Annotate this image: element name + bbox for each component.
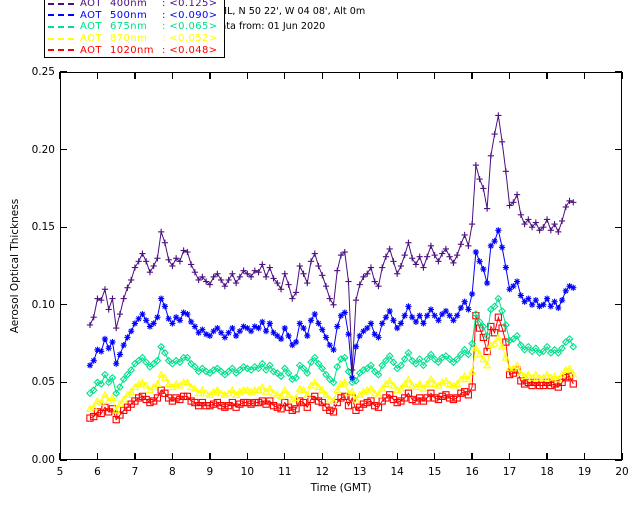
legend-item-870nm: AOT 870nm: <0.052> xyxy=(48,33,218,45)
x-axis-tick xyxy=(134,72,136,79)
series-aot-675nm xyxy=(86,294,578,398)
legend-label: AOT 870nm: <0.052> xyxy=(80,33,218,45)
site-location-line: PML, N 50 22', W 04 08', Alt 0m xyxy=(213,6,366,17)
legend-item-400nm: AOT 400nm: <0.125> xyxy=(48,0,218,10)
y-axis-tick xyxy=(615,381,622,384)
legend-item-500nm: AOT 500nm: <0.090> xyxy=(48,10,218,22)
y-axis-tick-label: 0.05 xyxy=(31,376,55,389)
x-axis-tick-label: 13 xyxy=(353,466,367,478)
x-axis-tick xyxy=(134,453,136,460)
legend-dash-icon xyxy=(48,2,74,5)
legend-dash-icon xyxy=(48,49,74,52)
x-axis-tick-label: 8 xyxy=(169,466,176,478)
legend-dash-icon xyxy=(48,14,74,17)
series-aot-1020nm xyxy=(86,312,577,424)
y-axis-tick xyxy=(60,304,67,306)
x-axis-tick xyxy=(621,453,623,460)
x-axis-tick xyxy=(508,453,511,460)
x-axis-tick xyxy=(583,453,586,460)
data-date-line: Data from: 01 Jun 2020 xyxy=(213,21,326,32)
x-axis-tick xyxy=(59,72,61,79)
x-axis-tick xyxy=(171,453,174,460)
y-axis-tick xyxy=(615,459,622,461)
y-axis-tick-label: 0.15 xyxy=(31,221,55,234)
y-axis-tick-label: 0.00 xyxy=(31,454,55,466)
x-axis-tick-label: 6 xyxy=(94,466,101,478)
legend-item-675nm: AOT 675nm: <0.065> xyxy=(48,21,218,33)
x-axis-tick-label: 10 xyxy=(240,466,255,478)
x-axis-tick xyxy=(471,72,473,79)
y-axis-tick-label: 0.10 xyxy=(31,298,55,311)
header-metadata: PML, N 50 22', W 04 08', Alt 0m Data fro… xyxy=(213,4,365,34)
x-axis-tick xyxy=(433,453,436,460)
y-axis-tick-label: 0.20 xyxy=(31,143,55,156)
x-axis-tick-label: 9 xyxy=(206,466,214,478)
legend-item-1020nm: AOT 1020nm: <0.048> xyxy=(48,44,218,56)
x-axis-tick-label: 16 xyxy=(465,466,479,478)
x-axis-tick-label: 5 xyxy=(56,466,64,478)
x-axis-tick xyxy=(359,453,361,460)
x-axis-tick xyxy=(209,453,211,460)
x-axis-tick xyxy=(246,72,249,79)
x-axis-tick-label: 7 xyxy=(131,466,139,478)
x-axis-tick-label: 14 xyxy=(390,466,404,478)
x-axis-tick xyxy=(209,72,211,79)
x-axis-title: Time (GMT) xyxy=(310,482,372,494)
x-axis-tick xyxy=(171,72,174,79)
x-axis-tick xyxy=(246,453,249,460)
plot-canvas xyxy=(85,112,578,424)
x-axis-tick xyxy=(96,72,99,79)
x-axis-tick-label: 11 xyxy=(278,466,292,478)
x-axis-tick xyxy=(59,453,61,460)
x-axis-tick-label: 20 xyxy=(615,466,629,478)
x-axis-tick-label: 17 xyxy=(502,466,517,478)
x-axis-tick xyxy=(396,72,398,79)
x-axis-tick xyxy=(321,72,323,79)
x-axis-tick xyxy=(471,453,473,460)
x-axis-tick xyxy=(321,453,323,460)
y-axis-tick-label: 0.25 xyxy=(31,66,55,78)
x-axis-tick xyxy=(621,72,623,79)
y-axis-tick xyxy=(60,148,67,151)
y-axis-title: Aerosol Optical Thickness xyxy=(9,198,21,334)
x-axis-tick xyxy=(546,453,548,460)
series-aot-870nm xyxy=(85,333,578,414)
y-axis-tick xyxy=(60,226,67,228)
x-axis-tick xyxy=(546,72,548,79)
x-axis-tick xyxy=(583,72,586,79)
legend: AOT 400nm: <0.125> AOT 500nm: <0.090> AOT 675… xyxy=(44,0,225,58)
x-axis-tick-label: 12 xyxy=(315,466,329,478)
x-axis-tick xyxy=(284,72,286,79)
legend-dash-icon xyxy=(48,37,74,40)
legend-dash-icon xyxy=(48,25,74,28)
legend-label: AOT 500nm: <0.090> xyxy=(80,9,218,21)
x-axis-tick xyxy=(396,453,398,460)
plot-frame xyxy=(60,72,622,460)
x-axis-tick xyxy=(284,453,286,460)
y-axis-tick xyxy=(615,71,622,73)
y-axis-tick xyxy=(60,381,67,384)
x-axis-tick-label: 15 xyxy=(427,466,442,478)
x-axis-tick-label: 18 xyxy=(540,466,554,478)
y-axis-tick xyxy=(60,71,67,73)
legend-label: AOT 400nm: <0.125> xyxy=(80,0,218,10)
y-axis-tick xyxy=(615,226,622,228)
y-axis-tick xyxy=(615,148,622,151)
x-axis-tick xyxy=(359,72,361,79)
series-aot-400nm xyxy=(86,112,577,374)
legend-label: AOT 1020nm: <0.048> xyxy=(80,44,218,56)
y-axis-tick xyxy=(60,459,67,461)
x-axis-tick xyxy=(433,72,436,79)
x-axis-tick-label: 19 xyxy=(577,466,592,478)
x-axis-tick xyxy=(96,453,99,460)
series-aot-500nm xyxy=(86,227,577,381)
x-axis-tick xyxy=(508,72,511,79)
y-axis-tick xyxy=(615,304,622,306)
legend-label: AOT 675nm: <0.065> xyxy=(80,21,218,33)
